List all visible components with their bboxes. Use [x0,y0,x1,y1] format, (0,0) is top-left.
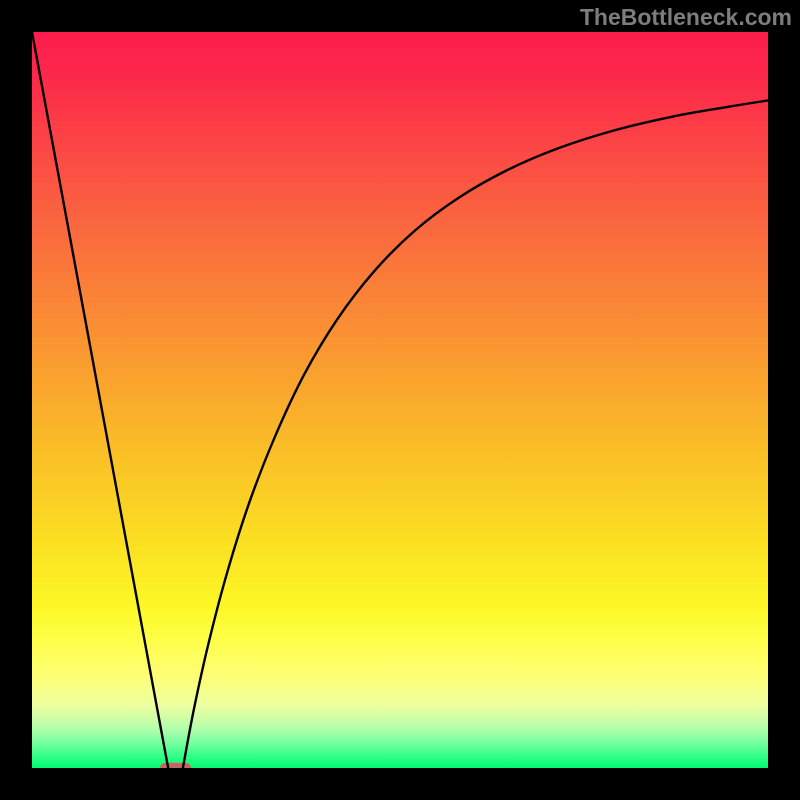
chart-container: TheBottleneck.com [0,0,800,800]
gradient-background [32,32,768,768]
minimum-marker [160,763,191,768]
chart-svg [32,32,768,768]
watermark-text: TheBottleneck.com [580,4,792,31]
plot-area [32,32,768,768]
